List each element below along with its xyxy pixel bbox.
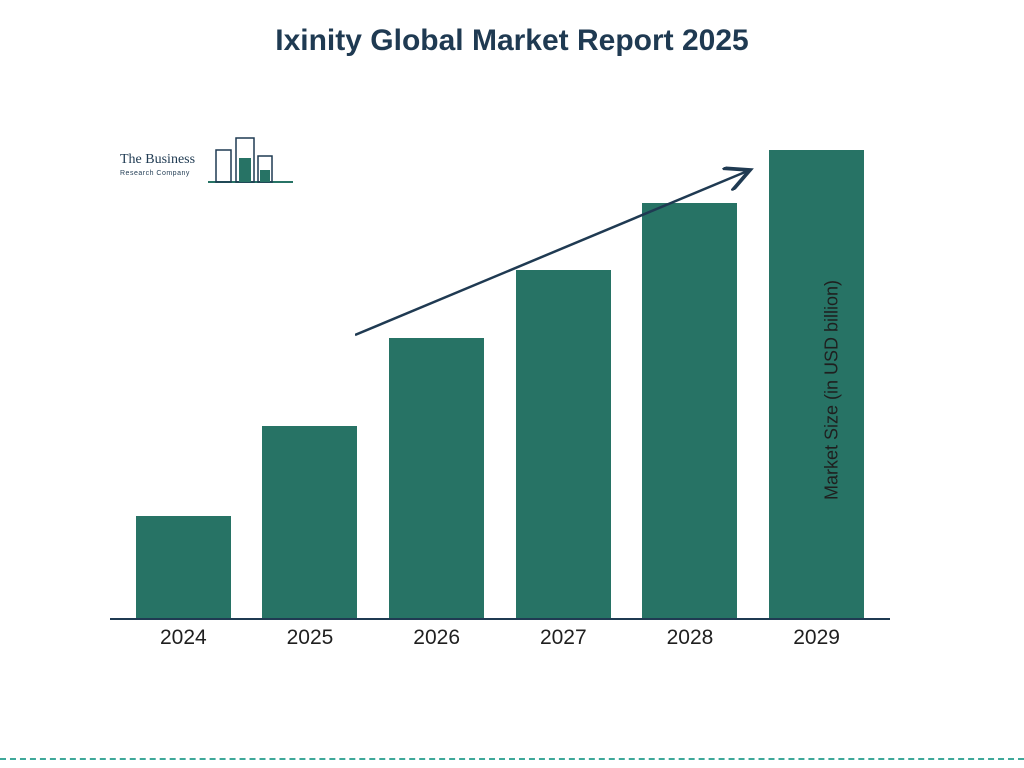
x-label-0: 2024: [136, 626, 231, 650]
x-label-5: 2029: [769, 626, 864, 650]
x-label-1: 2025: [262, 626, 357, 650]
bar-2029: [769, 150, 864, 618]
bottom-dashed-border: [0, 758, 1024, 760]
chart-area: The Business Research Company 2024 2025 …: [110, 130, 890, 650]
bars-container: [110, 130, 890, 620]
bar-2025: [262, 426, 357, 618]
x-label-3: 2027: [516, 626, 611, 650]
chart-title: Ixinity Global Market Report 2025: [0, 0, 1024, 58]
x-label-2: 2026: [389, 626, 484, 650]
bar-2024: [136, 516, 231, 618]
x-axis-labels: 2024 2025 2026 2027 2028 2029: [110, 626, 890, 650]
x-label-4: 2028: [642, 626, 737, 650]
y-axis-label: Market Size (in USD billion): [821, 280, 842, 500]
bar-2026: [389, 338, 484, 618]
bar-2028: [642, 203, 737, 618]
bar-2027: [516, 270, 611, 618]
